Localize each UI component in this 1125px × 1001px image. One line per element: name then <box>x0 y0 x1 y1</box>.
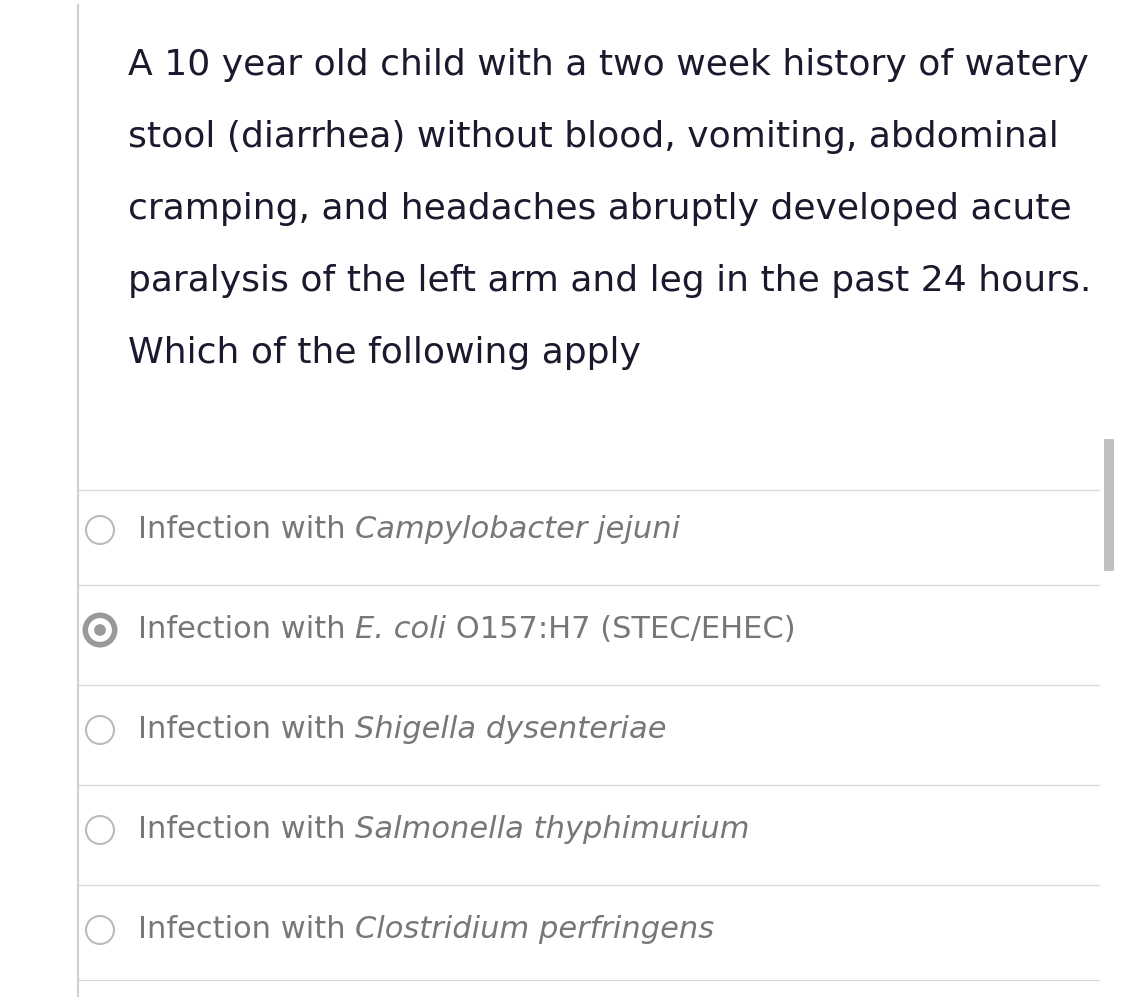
Circle shape <box>86 916 114 944</box>
Circle shape <box>82 613 117 648</box>
Text: Which of the following apply: Which of the following apply <box>128 336 641 370</box>
Text: Infection with: Infection with <box>138 816 356 845</box>
Text: stool (diarrhea) without blood, vomiting, abdominal: stool (diarrhea) without blood, vomiting… <box>128 120 1059 154</box>
Text: Salmonella thyphimurium: Salmonella thyphimurium <box>356 816 750 845</box>
Circle shape <box>86 816 114 844</box>
Text: Clostridium perfringens: Clostridium perfringens <box>356 916 714 945</box>
Circle shape <box>94 624 106 636</box>
Text: Infection with: Infection with <box>138 716 356 745</box>
Text: A 10 year old child with a two week history of watery: A 10 year old child with a two week hist… <box>128 48 1089 82</box>
Text: O157:H7 (STEC/EHEC): O157:H7 (STEC/EHEC) <box>447 616 796 645</box>
FancyBboxPatch shape <box>1104 439 1114 571</box>
Text: Campylobacter jejuni: Campylobacter jejuni <box>356 516 681 545</box>
Text: Infection with: Infection with <box>138 916 356 945</box>
Circle shape <box>88 618 111 642</box>
Text: Infection with: Infection with <box>138 616 356 645</box>
Text: paralysis of the left arm and leg in the past 24 hours.: paralysis of the left arm and leg in the… <box>128 264 1091 298</box>
Text: cramping, and headaches abruptly developed acute: cramping, and headaches abruptly develop… <box>128 192 1072 226</box>
Text: E. coli: E. coli <box>356 616 447 645</box>
Circle shape <box>86 516 114 544</box>
Circle shape <box>86 716 114 744</box>
Text: Shigella dysenteriae: Shigella dysenteriae <box>356 716 667 745</box>
Text: Infection with: Infection with <box>138 516 356 545</box>
